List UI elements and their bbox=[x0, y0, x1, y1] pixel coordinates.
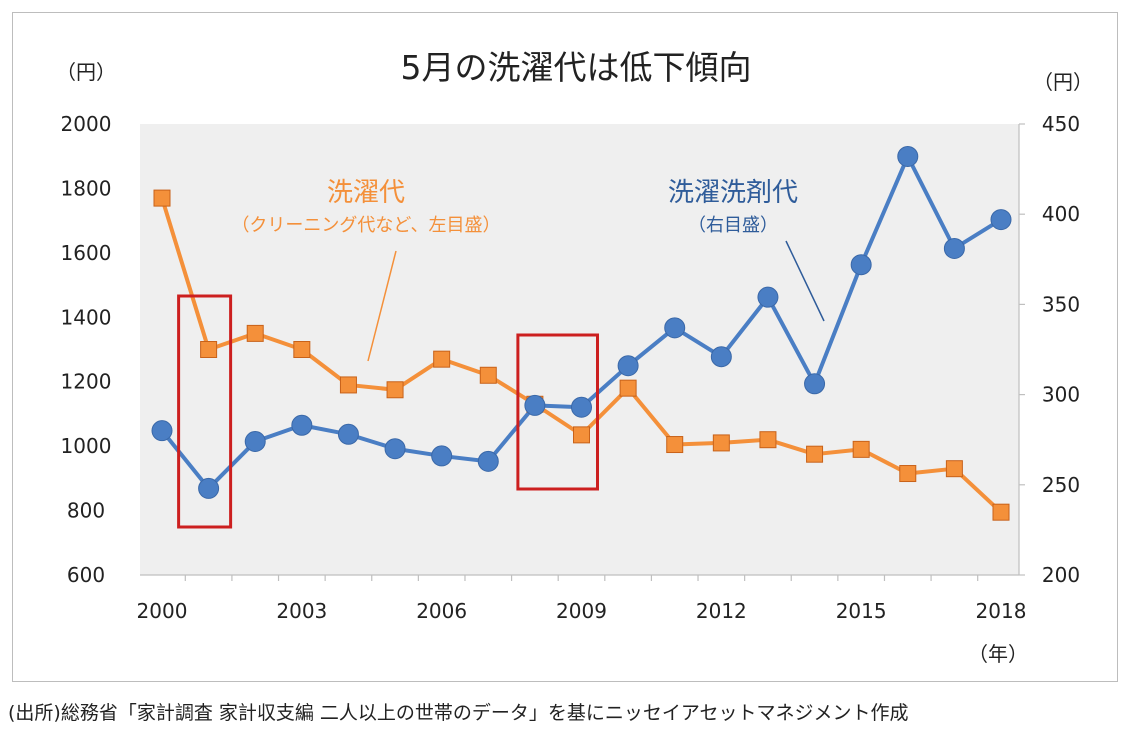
left-tick-label: 1000 bbox=[61, 434, 112, 458]
data-point-square bbox=[806, 445, 824, 463]
data-point-square bbox=[386, 381, 404, 399]
data-point-circle bbox=[477, 450, 499, 472]
data-point-circle bbox=[571, 396, 592, 418]
data-point-circle bbox=[244, 431, 266, 453]
series-label-laundry: 洗濯代 bbox=[327, 178, 405, 208]
x-tick-label: 2018 bbox=[976, 599, 1027, 623]
left-tick-label: 1400 bbox=[61, 305, 112, 329]
x-tick-label: 2006 bbox=[416, 599, 467, 623]
data-point-square bbox=[666, 436, 684, 454]
data-point-circle bbox=[337, 423, 359, 445]
x-tick-label: 2003 bbox=[276, 599, 327, 623]
data-point-circle bbox=[804, 373, 826, 395]
left-tick-label: 2000 bbox=[61, 112, 112, 136]
data-point-square bbox=[712, 434, 730, 452]
data-point-circle bbox=[710, 346, 732, 368]
chart-frame: 5月の洗濯代は低下傾向 （円） （円） （年） 600 800 1000 1200 14… bbox=[12, 12, 1118, 682]
data-point-square bbox=[153, 189, 171, 207]
data-point-circle bbox=[384, 438, 406, 460]
data-point-circle bbox=[943, 237, 965, 259]
data-point-square bbox=[759, 431, 777, 449]
data-point-square bbox=[852, 440, 870, 458]
left-tick-label: 600 bbox=[67, 563, 105, 587]
data-point-square bbox=[479, 366, 497, 384]
annotation-leader-laundry bbox=[367, 250, 397, 362]
left-axis-unit: （円） bbox=[56, 60, 116, 84]
data-point-square bbox=[899, 465, 917, 483]
highlight-box bbox=[177, 294, 233, 529]
annotation-leader-detergent bbox=[785, 240, 825, 322]
data-point-circle bbox=[151, 420, 173, 442]
x-tick-label: 2000 bbox=[137, 599, 188, 623]
right-tick-label: 200 bbox=[1042, 563, 1080, 587]
data-point-circle bbox=[850, 254, 872, 276]
series-label-detergent: 洗濯洗剤代 bbox=[668, 178, 798, 208]
left-tick-label: 1200 bbox=[61, 370, 112, 394]
data-point-square bbox=[992, 503, 1010, 521]
data-point-square bbox=[200, 341, 218, 358]
data-point-square bbox=[945, 460, 963, 478]
data-point-square bbox=[293, 341, 311, 358]
chart-svg: 5月の洗濯代は低下傾向 （円） （円） （年） 600 800 1000 1200 14… bbox=[56, 48, 1093, 666]
data-point-circle bbox=[617, 355, 639, 377]
data-point-circle bbox=[431, 445, 453, 467]
left-tick-label: 1600 bbox=[61, 241, 112, 265]
plot-background bbox=[140, 124, 1019, 575]
plot-area: 600 800 1000 1200 1400 1600 1800 2000 200 250 300 3… bbox=[61, 112, 1081, 623]
data-point-circle bbox=[990, 209, 1012, 231]
data-point-square bbox=[246, 324, 264, 342]
data-point-circle bbox=[198, 477, 220, 499]
right-tick-label: 450 bbox=[1042, 112, 1080, 136]
right-tick-label: 400 bbox=[1042, 202, 1080, 226]
series-label-laundry-note: （クリーニング代など、左目盛） bbox=[231, 215, 500, 236]
series-label-detergent-note: （右目盛） bbox=[688, 215, 778, 236]
x-axis-unit: （年） bbox=[968, 642, 1028, 666]
left-tick-label: 800 bbox=[67, 499, 105, 523]
right-tick-label: 300 bbox=[1042, 383, 1080, 407]
x-tick-label: 2015 bbox=[836, 599, 887, 623]
data-point-square bbox=[619, 379, 637, 397]
x-tick-label: 2012 bbox=[696, 599, 747, 623]
data-point-circle bbox=[897, 145, 919, 167]
data-point-square bbox=[573, 426, 590, 444]
data-point-square bbox=[339, 376, 357, 394]
highlight-box bbox=[516, 333, 599, 491]
data-point-square bbox=[433, 350, 451, 368]
right-tick-label: 350 bbox=[1042, 292, 1080, 316]
left-tick-label: 1800 bbox=[61, 176, 112, 200]
data-point-circle bbox=[524, 394, 546, 416]
data-point-circle bbox=[757, 286, 779, 308]
right-axis-unit: （円） bbox=[1033, 70, 1093, 94]
data-point-circle bbox=[291, 414, 313, 436]
right-tick-label: 250 bbox=[1042, 473, 1080, 497]
chart-title: 5月の洗濯代は低下傾向 bbox=[401, 48, 752, 87]
data-point-circle bbox=[664, 317, 686, 339]
source-note: (出所)総務省「家計調査 家計収支編 二人以上の世帯のデータ」を基にニッセイアセ… bbox=[8, 702, 909, 724]
x-tick-label: 2009 bbox=[556, 599, 607, 623]
